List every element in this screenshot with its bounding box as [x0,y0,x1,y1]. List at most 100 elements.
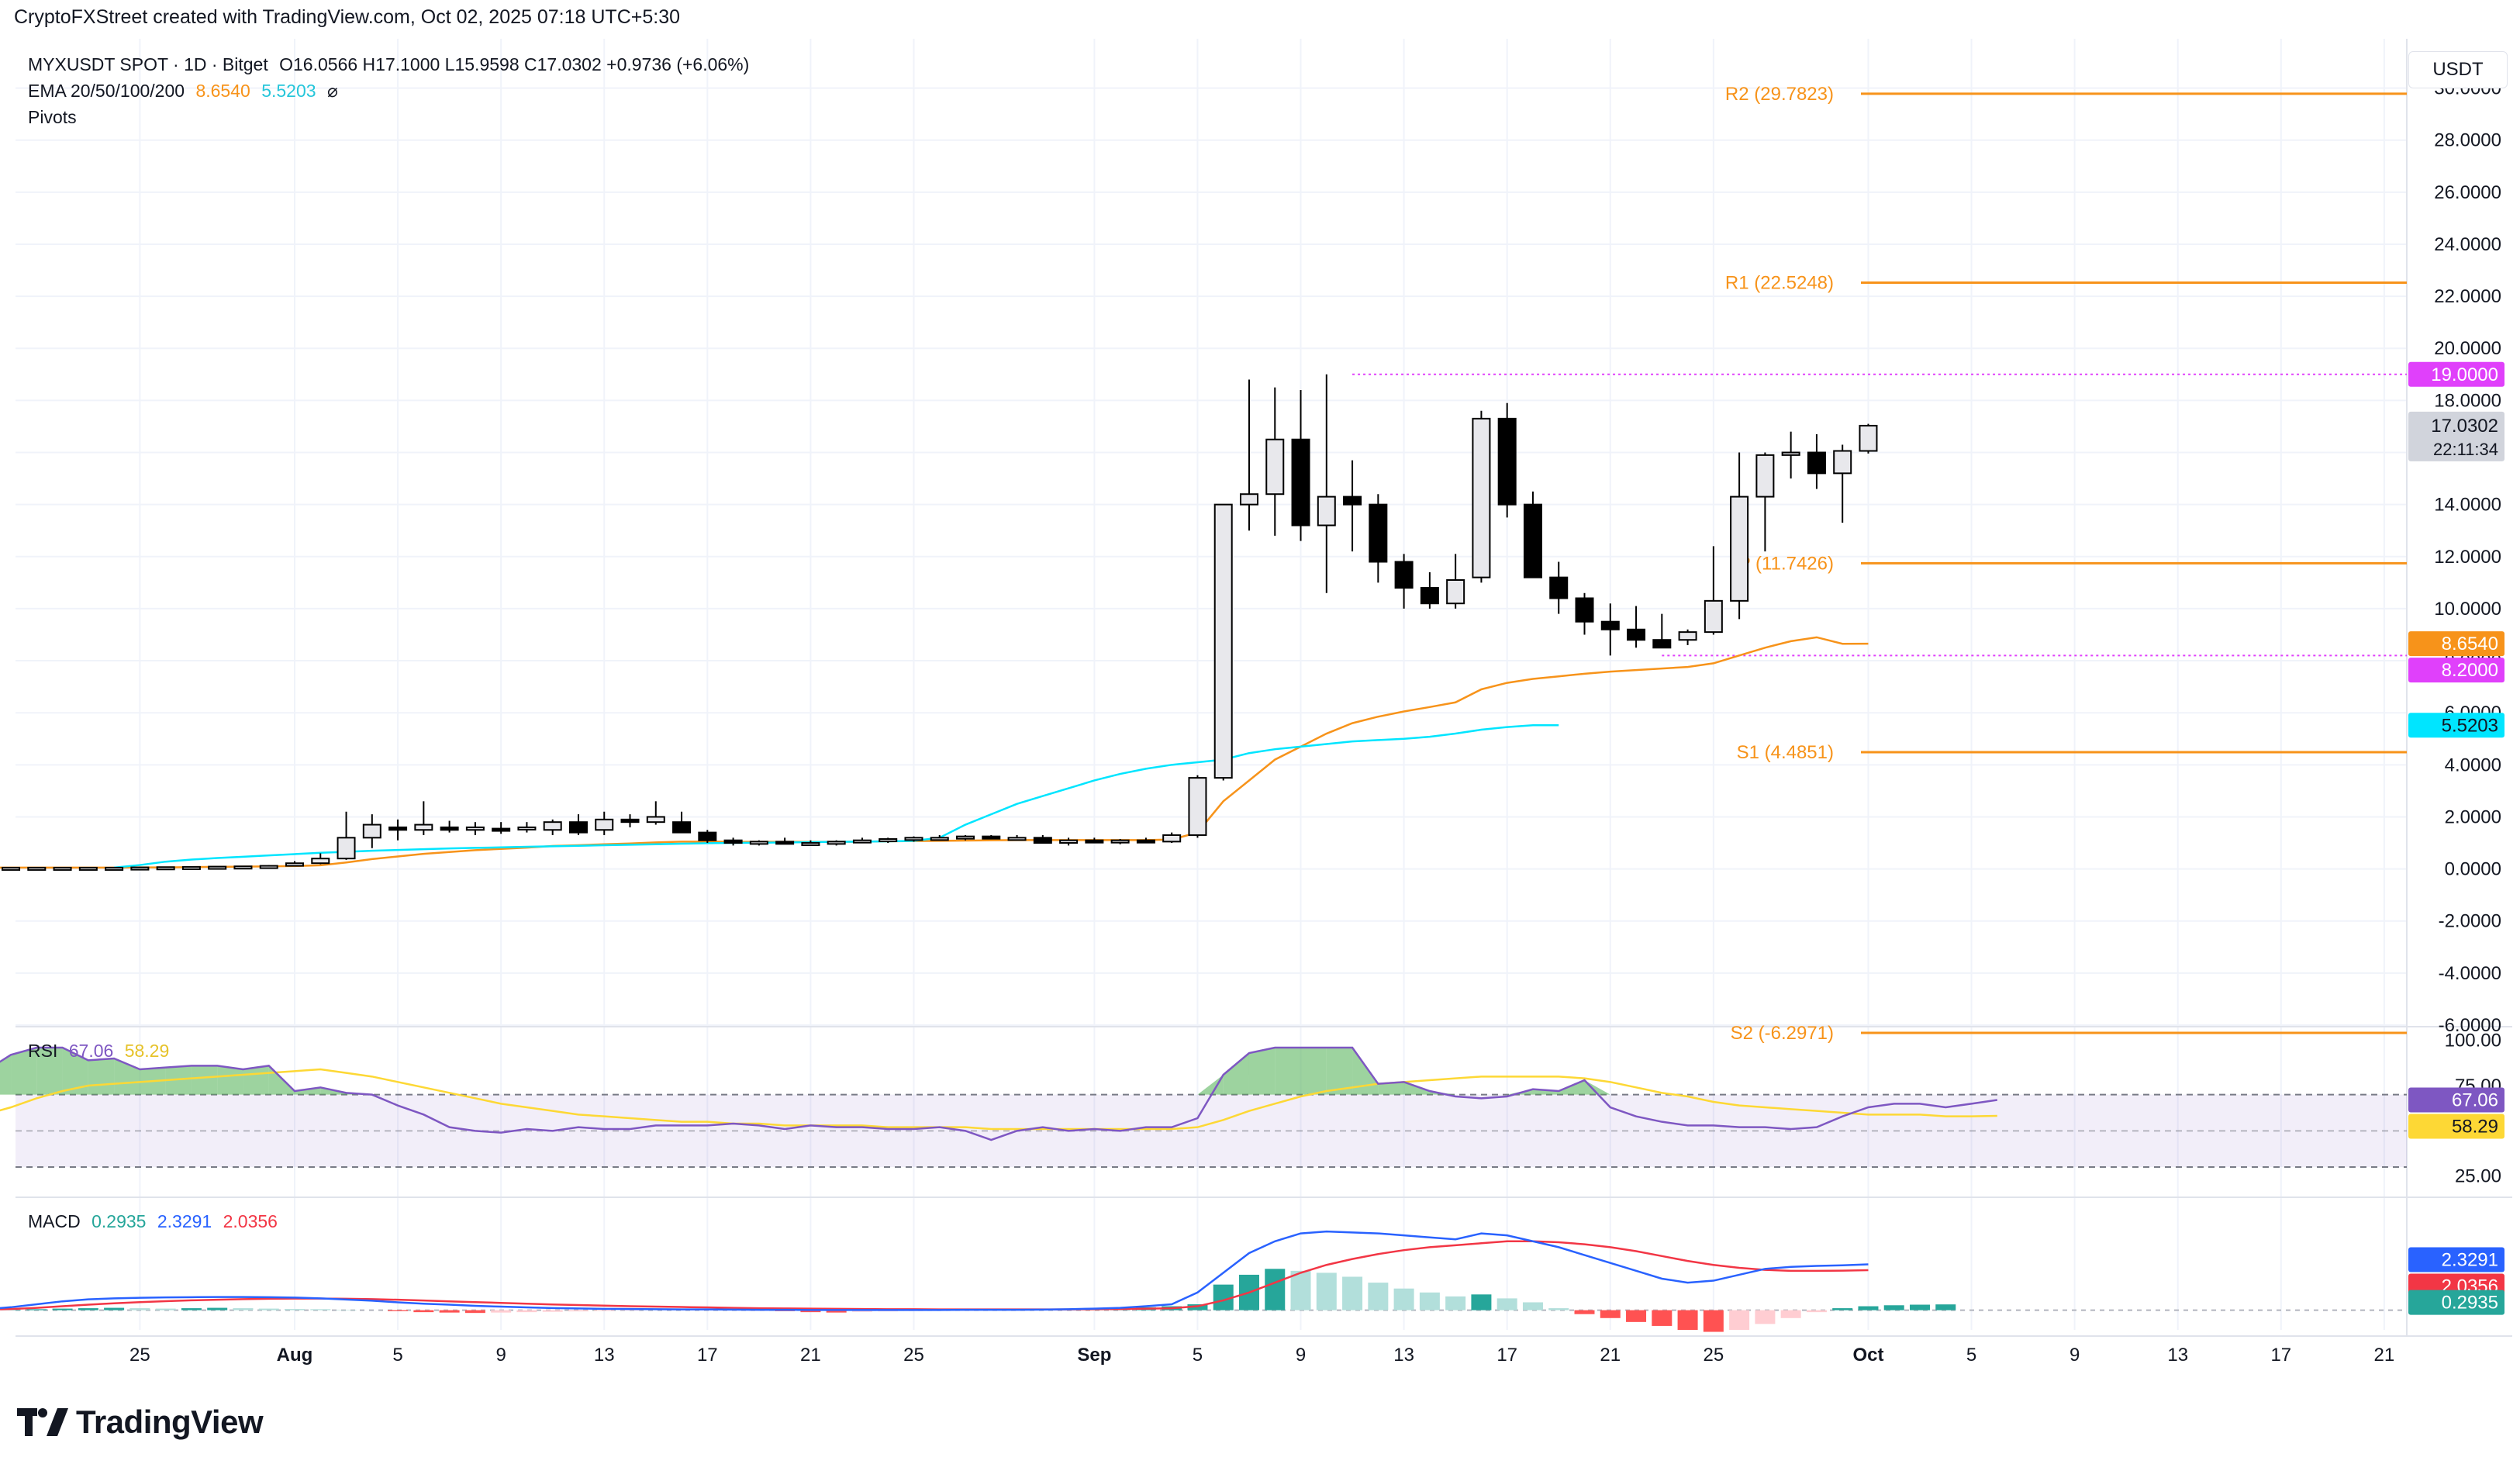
candle[interactable] [208,865,227,870]
candle[interactable] [1369,494,1388,583]
candle[interactable] [156,866,175,871]
candle[interactable] [1678,629,1697,645]
candle[interactable] [414,801,433,835]
candle[interactable] [1523,491,1542,578]
candle[interactable] [1162,832,1182,844]
candle[interactable] [801,840,820,847]
candle[interactable] [1085,837,1104,844]
rsi-legend[interactable]: RSI 67.06 58.29 [28,1041,175,1062]
symbol-title[interactable]: MYXUSDT SPOT · 1D · Bitget [28,54,268,74]
candle[interactable] [1833,444,1852,523]
candle[interactable] [749,840,768,846]
candle[interactable] [1600,603,1620,656]
macd-label[interactable]: MACD [28,1211,81,1231]
candle[interactable] [78,866,98,871]
candle[interactable] [1059,837,1079,846]
candle[interactable] [1213,503,1233,781]
chart-credit: CryptoFXStreet created with TradingView.… [14,6,681,28]
candle[interactable] [517,822,537,833]
tradingview-logo[interactable]: TradingView [17,1404,264,1441]
candle[interactable] [698,830,717,844]
candle[interactable] [930,834,949,841]
candle[interactable] [27,866,47,871]
candles[interactable] [0,374,1878,871]
candle[interactable] [492,822,511,834]
rsi-ma-line[interactable] [0,1068,1997,1131]
rsi-line[interactable] [0,1046,1997,1141]
candle[interactable] [1627,606,1646,648]
candle[interactable] [1472,410,1491,583]
candle[interactable] [233,865,253,870]
candle[interactable] [723,837,743,846]
pivots-label[interactable]: Pivots [28,107,77,127]
candle[interactable] [105,866,124,871]
ema-line-1[interactable] [0,636,1869,869]
candle-body-up [1704,599,1723,634]
candle[interactable] [440,820,459,833]
candle[interactable] [1033,834,1052,844]
candle[interactable] [879,837,898,844]
candle[interactable] [1110,838,1130,844]
candle[interactable] [672,811,692,834]
candle[interactable] [1730,452,1749,620]
pivots-legend[interactable]: Pivots [28,107,83,128]
ema-legend[interactable]: EMA 20/50/100/200 8.6540 5.5203 ⌀ [28,81,344,102]
candle[interactable] [1807,434,1826,489]
candle[interactable] [1446,554,1465,609]
candle[interactable] [827,840,846,846]
candle[interactable] [904,836,923,842]
candle[interactable] [1704,546,1723,635]
candle[interactable] [1291,389,1310,541]
candle[interactable] [337,811,356,860]
candle[interactable] [1859,423,1878,454]
candle[interactable] [1575,592,1594,635]
candle[interactable] [646,801,665,825]
candle[interactable] [2,866,21,871]
candle[interactable] [130,866,150,871]
macd-pane[interactable] [0,1230,2407,1332]
candle[interactable] [1239,379,1258,531]
candle[interactable] [1652,613,1672,649]
candle[interactable] [956,834,975,841]
candle[interactable] [595,811,614,835]
macd-line[interactable] [0,1230,1869,1311]
candle[interactable] [852,837,872,844]
candle[interactable] [1549,561,1569,614]
macd-signal-line[interactable] [0,1240,1869,1310]
rsi-label[interactable]: RSI [28,1041,58,1061]
macd-legend[interactable]: MACD 0.2935 2.3291 2.0356 [28,1211,284,1232]
ema-line-2[interactable] [113,724,1559,869]
candle[interactable] [1317,374,1336,593]
candle[interactable] [1136,837,1155,844]
currency-unit-button[interactable]: USDT [2408,51,2508,88]
rsi-pane[interactable] [0,1046,2407,1168]
candle[interactable] [181,865,201,870]
candle[interactable] [543,819,562,835]
candle[interactable] [620,814,640,827]
candle[interactable] [775,837,795,845]
candle[interactable] [465,822,485,835]
candle[interactable] [1007,834,1027,841]
candle[interactable] [1265,387,1285,536]
candle[interactable] [1755,452,1775,552]
time-axis[interactable]: 125Aug5913172125Sep5913172125Oct59131721 [0,1345,2394,1366]
pivot-label-r1: R1 (22.5248) [1725,272,1834,293]
candle[interactable] [259,865,278,869]
candle[interactable] [1188,775,1207,838]
candle[interactable] [1394,554,1414,609]
ema-label[interactable]: EMA 20/50/100/200 [28,81,185,101]
candle[interactable] [1343,460,1362,552]
candle[interactable] [1420,571,1439,609]
candle[interactable] [1781,431,1800,479]
candle-body-up [1239,493,1258,506]
candle[interactable] [1497,402,1517,518]
symbol-legend[interactable]: MYXUSDT SPOT · 1D · Bitget O16.0566 H17.… [28,54,755,75]
candle[interactable] [568,814,588,835]
candle[interactable] [388,819,408,841]
candle[interactable] [982,834,1001,840]
candle[interactable] [311,853,330,865]
candle[interactable] [285,861,304,867]
candle[interactable] [362,814,381,848]
candle[interactable] [53,866,72,871]
